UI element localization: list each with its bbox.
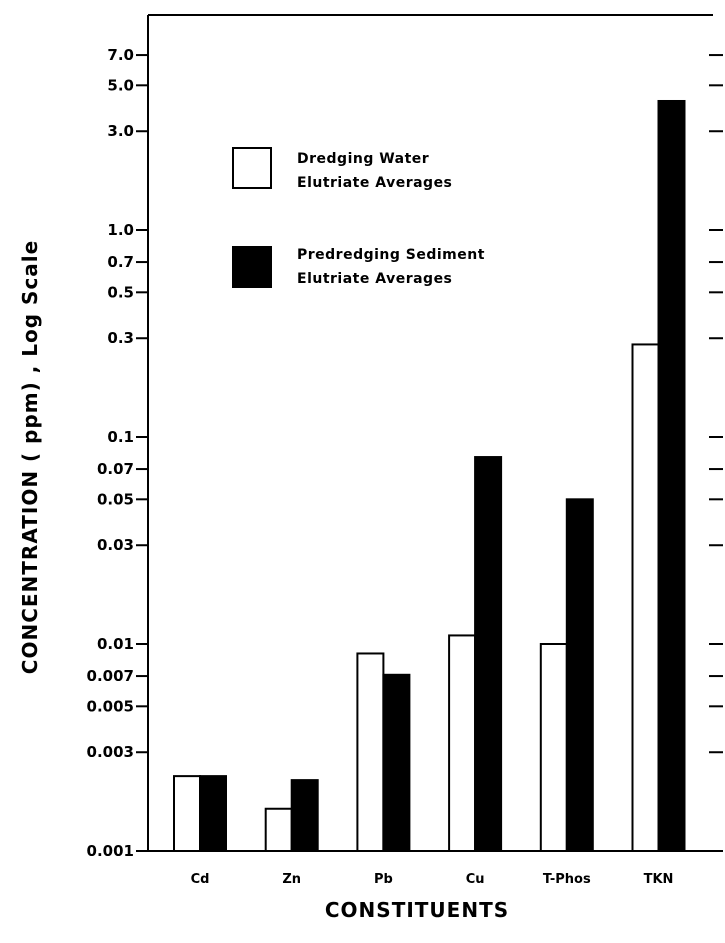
x-tick-label: TKN xyxy=(644,872,674,887)
legend-swatch-predredging-sediment xyxy=(232,246,272,288)
x-axis-title: CONSTITUENTS xyxy=(325,898,509,922)
y-tick-label: 7.0 xyxy=(107,46,134,64)
y-tick-label: 5.0 xyxy=(107,76,134,94)
x-tick-label: Pb xyxy=(374,872,393,887)
y-tick-label: 0.007 xyxy=(87,667,134,685)
x-tick-label: T-Phos xyxy=(543,872,591,887)
legend: Dredging Water Elutriate Averages Predredg… xyxy=(232,147,485,288)
y-tick-label: 0.01 xyxy=(97,635,134,653)
bar-predredging-sediment-cu xyxy=(474,456,503,852)
y-tick-label: 0.03 xyxy=(97,536,134,554)
bar-predredging-sediment-tkn xyxy=(657,99,686,852)
bar-dredging-water-t-phos xyxy=(539,643,568,852)
y-tick-label: 0.005 xyxy=(87,697,134,715)
y-axis-ticks: 7.0 5.0 3.0 1.0 0.7 0.5 0.3 0.1 0.07 0.05 0.03 0.01… xyxy=(87,46,723,860)
y-axis-title: CONCENTRATION ( ppm) , Log Scale xyxy=(18,240,42,674)
x-tick-label: Zn xyxy=(282,872,301,887)
bar-predredging-sediment-t-phos xyxy=(565,498,594,852)
y-tick-label: 0.7 xyxy=(107,253,134,271)
bar-predredging-sediment-zn xyxy=(290,779,319,853)
y-tick-label: 0.5 xyxy=(107,283,134,301)
y-tick-label: 1.0 xyxy=(107,221,134,239)
y-tick-label: 0.07 xyxy=(97,460,134,478)
legend-label: Predredging Sediment xyxy=(297,247,485,263)
bar-dredging-water-zn xyxy=(264,807,293,853)
y-tick-label: 0.05 xyxy=(97,490,134,508)
y-tick-label: 0.001 xyxy=(87,842,134,860)
bar-dredging-water-cd xyxy=(173,775,201,852)
x-tick-label: Cd xyxy=(191,872,210,887)
y-tick-label: 0.3 xyxy=(107,329,134,347)
y-tick-label: 0.003 xyxy=(87,743,134,761)
legend-swatch-dredging-water xyxy=(232,147,272,189)
bar-dredging-water-pb xyxy=(356,652,385,852)
bar-dredging-water-tkn xyxy=(631,343,660,852)
bar-predredging-sediment-pb xyxy=(382,673,411,853)
legend-label: Dredging Water xyxy=(297,151,429,167)
plot-frame xyxy=(147,14,713,852)
x-axis-tick-labels: Cd Zn Pb Cu T-Phos TKN xyxy=(191,872,674,887)
y-tick-label: 0.1 xyxy=(107,428,134,446)
legend-label: Elutriate Averages xyxy=(297,175,452,191)
legend-label: Elutriate Averages xyxy=(297,271,452,287)
bar-dredging-water-cu xyxy=(448,634,477,852)
x-tick-label: Cu xyxy=(466,872,485,887)
bars xyxy=(173,99,686,853)
y-tick-label: 3.0 xyxy=(107,122,134,140)
bar-predredging-sediment-cd xyxy=(199,775,227,852)
